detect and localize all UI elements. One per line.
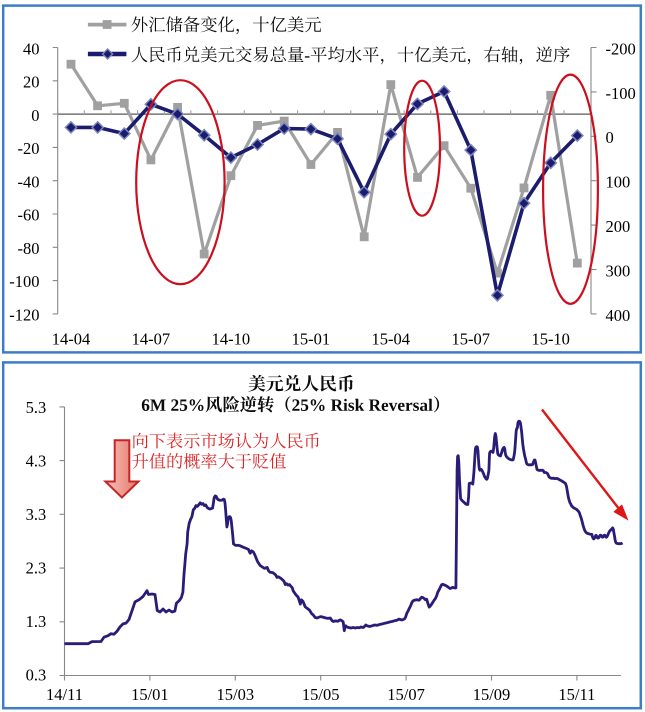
svg-text:15/03: 15/03 — [217, 685, 255, 704]
svg-text:5.3: 5.3 — [26, 398, 47, 417]
svg-text:14-04: 14-04 — [52, 329, 91, 348]
svg-text:20: 20 — [23, 73, 40, 92]
svg-text:300: 300 — [606, 261, 631, 280]
svg-text:15/01: 15/01 — [131, 685, 169, 704]
svg-text:14-07: 14-07 — [132, 329, 171, 348]
svg-text:-80: -80 — [18, 239, 40, 258]
svg-text:0.3: 0.3 — [26, 666, 47, 685]
svg-text:-100: -100 — [606, 84, 636, 103]
svg-text:15/05: 15/05 — [302, 685, 340, 704]
svg-text:40: 40 — [23, 39, 40, 58]
svg-text:-20: -20 — [18, 139, 40, 158]
svg-text:-60: -60 — [18, 206, 40, 225]
svg-text:14/11: 14/11 — [46, 685, 83, 704]
svg-text:15/09: 15/09 — [473, 685, 511, 704]
svg-text:200: 200 — [606, 217, 631, 236]
svg-text:-120: -120 — [9, 305, 39, 324]
svg-text:3.3: 3.3 — [26, 505, 47, 524]
svg-text:1.3: 1.3 — [26, 612, 47, 631]
svg-text:15-01: 15-01 — [292, 329, 331, 348]
svg-text:15/11: 15/11 — [558, 685, 595, 704]
svg-text:-200: -200 — [606, 39, 636, 58]
svg-text:0: 0 — [606, 128, 614, 147]
svg-text:15/07: 15/07 — [387, 685, 425, 704]
svg-text:14-10: 14-10 — [212, 329, 251, 348]
svg-text:15-04: 15-04 — [372, 329, 411, 348]
svg-text:-40: -40 — [18, 172, 40, 191]
svg-text:15-10: 15-10 — [531, 329, 570, 348]
svg-text:100: 100 — [606, 173, 631, 192]
svg-text:2.3: 2.3 — [26, 559, 47, 578]
svg-text:-100: -100 — [9, 272, 39, 291]
svg-text:0: 0 — [31, 106, 39, 125]
svg-text:15-07: 15-07 — [452, 329, 491, 348]
svg-text:400: 400 — [606, 306, 631, 325]
svg-text:4.3: 4.3 — [26, 451, 47, 470]
